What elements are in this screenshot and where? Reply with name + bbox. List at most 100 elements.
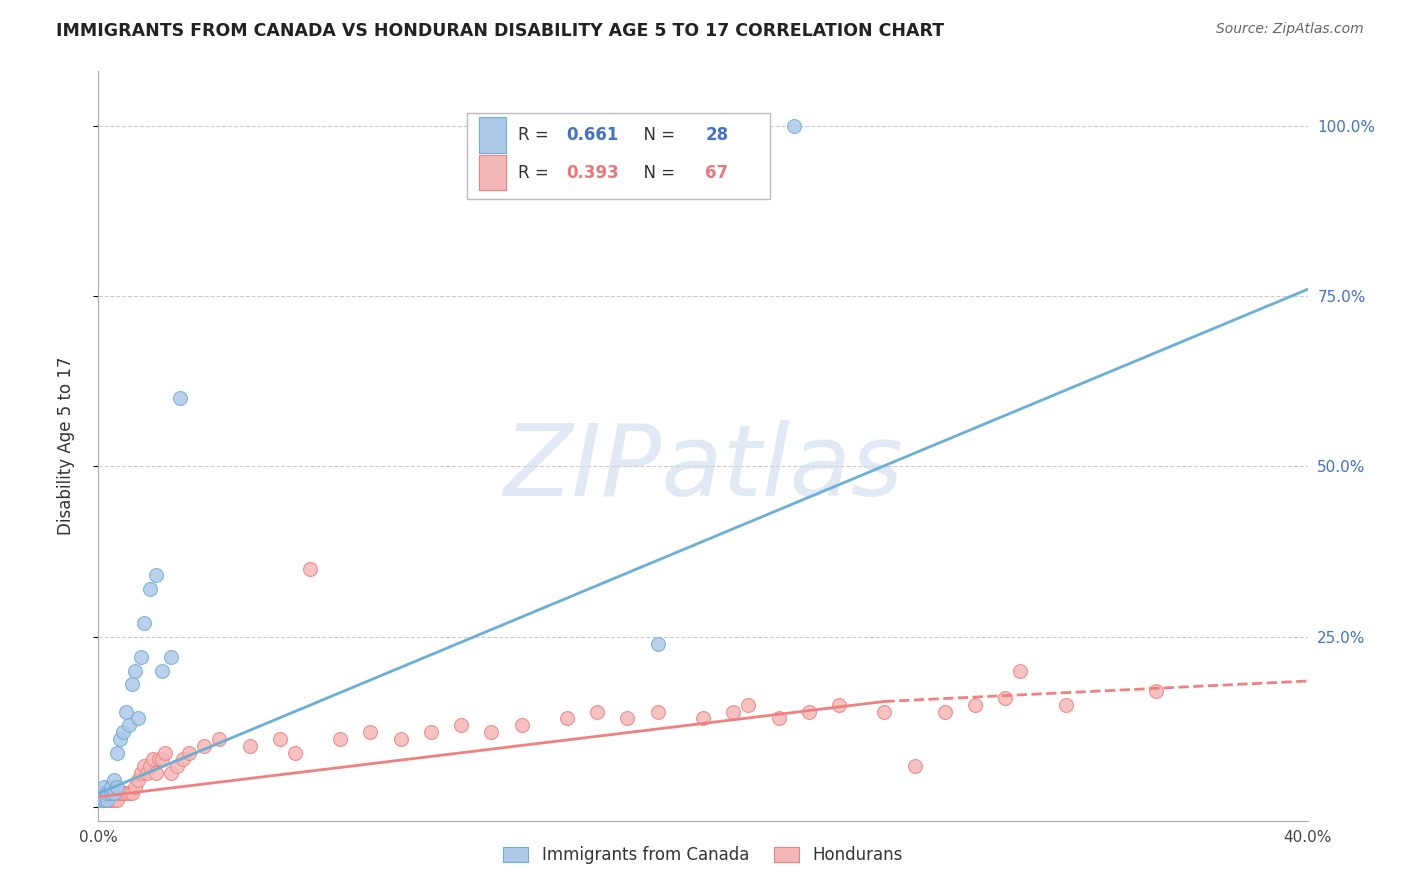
Point: [692, 711, 714, 725]
Point: [103, 793, 125, 807]
Text: 0.393: 0.393: [567, 163, 619, 181]
Point: [1010, 664, 1032, 678]
Point: [1144, 684, 1167, 698]
Text: R =: R =: [517, 163, 554, 181]
Point: [132, 616, 155, 631]
Point: [127, 711, 149, 725]
Point: [90, 786, 112, 800]
Point: [783, 119, 806, 133]
Point: [96, 786, 118, 800]
Text: IMMIGRANTS FROM CANADA VS HONDURAN DISABILITY AGE 5 TO 17 CORRELATION CHART: IMMIGRANTS FROM CANADA VS HONDURAN DISAB…: [56, 22, 945, 40]
Point: [420, 725, 443, 739]
Point: [90, 786, 112, 800]
Point: [105, 786, 128, 800]
Point: [108, 786, 131, 800]
Point: [139, 582, 162, 596]
Legend: Immigrants from Canada, Hondurans: Immigrants from Canada, Hondurans: [495, 838, 911, 872]
Point: [139, 759, 162, 773]
Point: [153, 746, 176, 760]
Point: [965, 698, 987, 712]
Point: [934, 705, 956, 719]
Text: N =: N =: [633, 163, 681, 181]
Point: [105, 780, 128, 794]
Point: [179, 746, 201, 760]
Point: [93, 793, 115, 807]
Point: [172, 752, 194, 766]
Text: R =: R =: [517, 126, 554, 144]
Point: [873, 705, 896, 719]
Point: [114, 786, 136, 800]
Point: [269, 731, 291, 746]
Point: [768, 711, 790, 725]
Point: [150, 752, 173, 766]
Point: [828, 698, 851, 712]
Point: [450, 718, 472, 732]
Point: [103, 786, 125, 800]
Point: [239, 739, 262, 753]
Point: [193, 739, 215, 753]
Text: Source: ZipAtlas.com: Source: ZipAtlas.com: [1216, 22, 1364, 37]
Point: [389, 731, 412, 746]
Point: [129, 650, 152, 665]
Text: ZIPatlas: ZIPatlas: [503, 420, 903, 517]
Point: [93, 780, 115, 794]
Y-axis label: Disability Age 5 to 17: Disability Age 5 to 17: [56, 357, 75, 535]
Point: [142, 752, 165, 766]
FancyBboxPatch shape: [479, 117, 506, 153]
Point: [129, 766, 152, 780]
Point: [647, 705, 669, 719]
Point: [111, 786, 134, 800]
Point: [360, 725, 382, 739]
Point: [797, 705, 820, 719]
Point: [135, 766, 157, 780]
Point: [111, 786, 134, 800]
Point: [737, 698, 759, 712]
Point: [103, 786, 125, 800]
Point: [108, 786, 131, 800]
Point: [108, 731, 131, 746]
Point: [481, 725, 503, 739]
Point: [96, 786, 118, 800]
Point: [105, 793, 128, 807]
Point: [124, 664, 146, 678]
Point: [90, 793, 112, 807]
Point: [169, 392, 191, 406]
FancyBboxPatch shape: [479, 154, 506, 191]
Point: [586, 705, 609, 719]
Point: [145, 766, 167, 780]
FancyBboxPatch shape: [467, 112, 769, 199]
Point: [510, 718, 533, 732]
Point: [647, 636, 669, 650]
Point: [111, 725, 134, 739]
Point: [284, 746, 307, 760]
Point: [100, 780, 122, 794]
Point: [160, 650, 183, 665]
Point: [121, 677, 143, 691]
Point: [114, 705, 136, 719]
Point: [208, 731, 231, 746]
Point: [132, 759, 155, 773]
Text: 67: 67: [706, 163, 728, 181]
Point: [124, 780, 146, 794]
Point: [166, 759, 188, 773]
Point: [121, 786, 143, 800]
Point: [90, 786, 112, 800]
Point: [118, 786, 141, 800]
Text: 0.661: 0.661: [567, 126, 619, 144]
Text: 28: 28: [706, 126, 728, 144]
Point: [100, 786, 122, 800]
Point: [103, 772, 125, 787]
Point: [127, 772, 149, 787]
Point: [105, 746, 128, 760]
Point: [150, 664, 173, 678]
Point: [160, 766, 183, 780]
Point: [100, 793, 122, 807]
Point: [555, 711, 578, 725]
Point: [90, 793, 112, 807]
Point: [329, 731, 352, 746]
Point: [148, 752, 170, 766]
Point: [904, 759, 927, 773]
Point: [96, 793, 118, 807]
Point: [616, 711, 638, 725]
Point: [93, 786, 115, 800]
